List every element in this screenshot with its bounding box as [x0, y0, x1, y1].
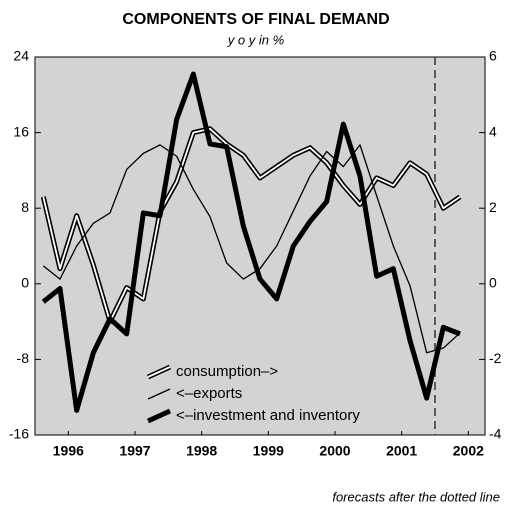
legend-label: <–investment and inventory [176, 407, 360, 424]
plot-area [34, 56, 486, 436]
chart-title: COMPONENTS OF FINAL DEMAND [122, 11, 389, 28]
y-tick-label: 24 [13, 48, 29, 64]
y2-tick-label: -2 [489, 350, 502, 366]
y2-tick-label: 6 [489, 48, 497, 64]
footnote: forecasts after the dotted line [332, 489, 500, 504]
legend-label: <–exports [176, 385, 242, 402]
y2-tick-label: 2 [489, 199, 497, 215]
y-tick-label: -16 [9, 426, 29, 442]
x-tick-label: 2000 [319, 443, 350, 459]
y-tick-label: -8 [17, 350, 30, 366]
y2-tick-label: 4 [489, 123, 497, 139]
series-line [42, 127, 461, 323]
x-tick-label: 2002 [453, 443, 484, 459]
y2-tick-label: -4 [489, 426, 502, 442]
legend-swatch [146, 408, 172, 424]
y-tick-label: 0 [21, 275, 29, 291]
legend-label: consumption–> [176, 363, 278, 380]
legend-swatch [147, 366, 171, 378]
x-tick-label: 1998 [186, 443, 217, 459]
series-line [42, 144, 461, 354]
x-tick-label: 1996 [53, 443, 84, 459]
x-tick-label: 1997 [119, 443, 150, 459]
y-tick-label: 16 [13, 123, 29, 139]
x-tick-label: 1999 [253, 443, 284, 459]
chart-subtitle: y o y in % [227, 32, 284, 47]
x-tick-label: 2001 [386, 443, 417, 459]
y-tick-label: 8 [21, 199, 29, 215]
y2-tick-label: 0 [489, 275, 497, 291]
legend-swatch [147, 388, 171, 400]
series-line [41, 71, 461, 413]
